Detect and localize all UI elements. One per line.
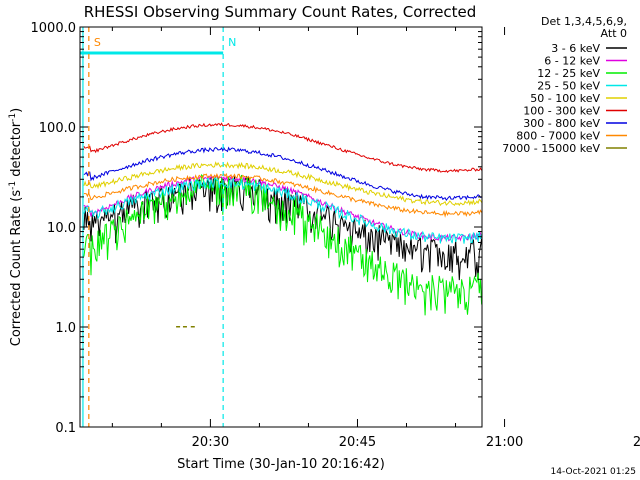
legend-label-4: 50 - 100 keV: [530, 92, 600, 105]
y-axis-label-sup2: -1: [8, 113, 18, 122]
sparse-point: [176, 326, 181, 328]
chart-title: RHESSI Observing Summary Count Rates, Co…: [84, 3, 477, 21]
series-line-4: [83, 161, 482, 207]
series-line-3: [83, 177, 482, 244]
marker-label-1: N: [228, 36, 236, 49]
series-line-6: [83, 146, 482, 201]
x-tick-label: 20:30: [192, 435, 229, 450]
sparse-point: [182, 326, 187, 328]
y-axis-label-end: ): [9, 108, 24, 113]
footer-date: 14-Oct-2021 01:25: [551, 467, 636, 477]
series-line-2: [83, 173, 482, 316]
series-line-0: [83, 175, 482, 281]
x-axis-label: Start Time (30-Jan-10 20:16:42): [177, 457, 385, 472]
y-axis-label-sup1: -1: [8, 181, 18, 190]
legend-label-0: 3 - 6 keV: [551, 42, 600, 55]
y-tick-label: 0.1: [55, 421, 76, 436]
legend-header-line1: Det 1,3,4,5,6,9,: [541, 15, 627, 28]
legend-label-2: 12 - 25 keV: [537, 67, 600, 80]
legend-header-line2: Att 0: [601, 27, 627, 40]
legend-label-5: 100 - 300 keV: [523, 105, 600, 118]
x-tick-label: 20:45: [339, 435, 376, 450]
legend-label-8: 7000 - 15000 keV: [502, 142, 600, 155]
series-line-7: [83, 172, 482, 218]
series-line-5: [83, 122, 482, 173]
y-axis-label-start: Corrected Count Rate (s: [9, 190, 24, 347]
legend-label-1: 6 - 12 keV: [544, 55, 600, 68]
series-layer: [83, 122, 482, 328]
y-axis: 1000.0 100.0 10.0 1.0 0.1: [31, 21, 482, 436]
sparse-point: [190, 326, 195, 328]
legend-label-6: 300 - 800 keV: [523, 117, 600, 130]
legend-label-3: 25 - 50 keV: [537, 80, 600, 93]
y-tick-label: 1000.0: [31, 21, 77, 36]
y-tick-label: 10.0: [47, 221, 76, 236]
legend-label-7: 800 - 7000 keV: [516, 130, 600, 143]
x-tick-label: 21:15: [633, 435, 640, 450]
y-tick-label: 1.0: [55, 321, 76, 336]
marker-label-0: S: [94, 36, 101, 49]
y-axis-label-mid: detector: [9, 121, 24, 181]
y-tick-label: 100.0: [39, 121, 76, 136]
y-axis-label: Corrected Count Rate (s-1 detector-1): [8, 108, 24, 346]
x-tick-label: 21:00: [486, 435, 523, 450]
